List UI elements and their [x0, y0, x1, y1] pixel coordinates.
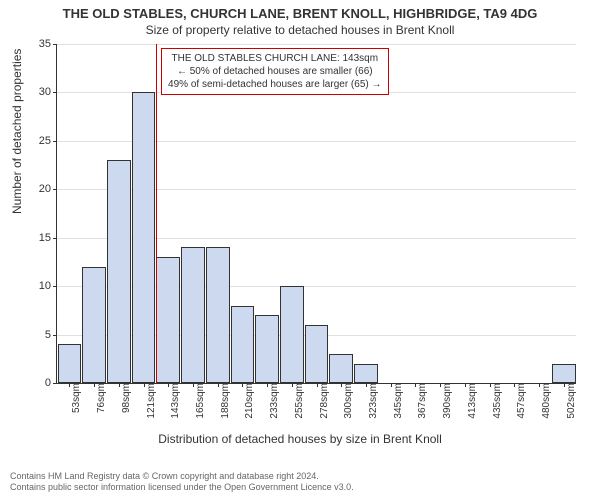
y-tick-label: 0 — [45, 377, 57, 389]
callout-line1: THE OLD STABLES CHURCH LANE: 143sqm — [168, 52, 381, 65]
x-tick-label: 480sqm — [535, 383, 552, 419]
x-tick-label: 323sqm — [362, 383, 379, 419]
bar-slot: 480sqm — [527, 44, 552, 383]
histogram-bar — [156, 257, 180, 383]
callout-box: THE OLD STABLES CHURCH LANE: 143sqm← 50%… — [161, 48, 388, 95]
x-tick-label: 413sqm — [461, 383, 478, 419]
y-axis-label: Number of detached properties — [10, 49, 24, 214]
x-tick-label: 390sqm — [436, 383, 453, 419]
x-tick-label: 300sqm — [337, 383, 354, 419]
y-tick-label: 15 — [39, 232, 57, 244]
x-tick-label: 233sqm — [263, 383, 280, 419]
bar-slot: 502sqm — [551, 44, 576, 383]
attribution-line-1: Contains HM Land Registry data © Crown c… — [10, 471, 354, 483]
histogram-bar — [107, 160, 131, 383]
x-tick-label: 345sqm — [387, 383, 404, 419]
x-tick-label: 255sqm — [288, 383, 305, 419]
x-tick-label: 210sqm — [238, 383, 255, 419]
chart-title-sub: Size of property relative to detached ho… — [0, 21, 600, 37]
y-tick-label: 5 — [45, 329, 57, 341]
bar-slot: 435sqm — [477, 44, 502, 383]
attribution-line-2: Contains public sector information licen… — [10, 482, 354, 494]
histogram-bar — [206, 247, 230, 383]
bar-slot: 121sqm — [131, 44, 156, 383]
reference-line — [156, 44, 157, 383]
bar-slot: 413sqm — [453, 44, 478, 383]
y-tick-label: 35 — [39, 38, 57, 50]
x-axis-label: Distribution of detached houses by size … — [0, 432, 600, 446]
x-tick-label: 367sqm — [411, 383, 428, 419]
attribution-text: Contains HM Land Registry data © Crown c… — [10, 471, 354, 494]
plot-area: 0510152025303553sqm76sqm98sqm121sqm143sq… — [56, 44, 576, 384]
y-tick-label: 10 — [39, 280, 57, 292]
bar-slot: 76sqm — [82, 44, 107, 383]
x-tick-label: 457sqm — [510, 383, 527, 419]
x-tick-label: 278sqm — [313, 383, 330, 419]
x-tick-label: 435sqm — [486, 383, 503, 419]
bar-slot: 457sqm — [502, 44, 527, 383]
callout-line3: 49% of semi-detached houses are larger (… — [168, 78, 381, 91]
histogram-bar — [231, 306, 255, 383]
histogram-bar — [181, 247, 205, 383]
histogram-bar — [255, 315, 279, 383]
x-tick-label: 165sqm — [189, 383, 206, 419]
x-tick-label: 121sqm — [140, 383, 157, 419]
bar-slot: 367sqm — [403, 44, 428, 383]
x-tick-label: 143sqm — [164, 383, 181, 419]
histogram-bar — [82, 267, 106, 383]
bar-slot: 53sqm — [57, 44, 82, 383]
x-tick-label: 98sqm — [115, 383, 132, 413]
x-tick-label: 53sqm — [65, 383, 82, 413]
bar-slot: 98sqm — [106, 44, 131, 383]
histogram-bar — [280, 286, 304, 383]
histogram-bar — [354, 364, 378, 383]
y-tick-label: 30 — [39, 86, 57, 98]
chart-container: THE OLD STABLES, CHURCH LANE, BRENT KNOL… — [0, 0, 600, 500]
histogram-bar — [58, 344, 82, 383]
x-tick-label: 76sqm — [90, 383, 107, 413]
x-tick-label: 188sqm — [214, 383, 231, 419]
histogram-bar — [552, 364, 576, 383]
callout-line2: ← 50% of detached houses are smaller (66… — [168, 65, 381, 78]
histogram-bar — [305, 325, 329, 383]
chart-title-main: THE OLD STABLES, CHURCH LANE, BRENT KNOL… — [0, 0, 600, 21]
histogram-bar — [132, 92, 156, 383]
x-tick-label: 502sqm — [560, 383, 577, 419]
y-tick-label: 25 — [39, 135, 57, 147]
y-tick-label: 20 — [39, 183, 57, 195]
bar-slot: 390sqm — [428, 44, 453, 383]
histogram-bar — [329, 354, 353, 383]
